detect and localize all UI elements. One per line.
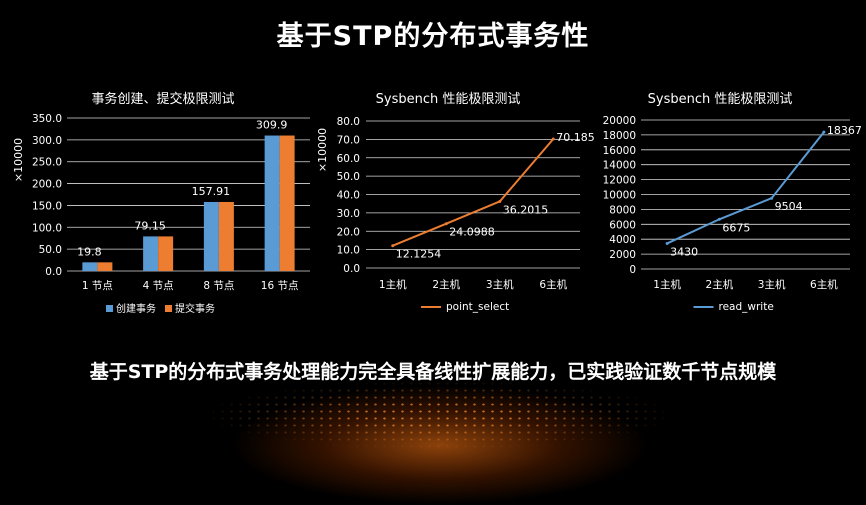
legend-label: 创建事务 — [116, 302, 156, 315]
x-tick-label: 6主机 — [810, 278, 838, 291]
y-tick-label: 20000 — [603, 115, 636, 127]
y-tick-label: 60.0 — [337, 153, 360, 165]
legend-label: read_write — [719, 301, 774, 313]
legend-swatch — [106, 305, 113, 312]
y-tick-label: 10.0 — [337, 245, 360, 257]
data-label: 24.0988 — [449, 226, 495, 239]
series-line — [392, 138, 555, 247]
y-tick-label: 200.0 — [32, 179, 62, 191]
chart-title: Sysbench 性能极限测试 — [648, 92, 793, 107]
y-tick-label: 40.0 — [337, 190, 360, 202]
x-tick-label: 1主机 — [379, 278, 407, 291]
y-tick-label: 150.0 — [32, 200, 62, 212]
y-axis-label: ×10000 — [12, 138, 25, 182]
y-tick-label: 350.0 — [32, 113, 62, 125]
series-line — [666, 131, 825, 245]
data-label: 12.1254 — [396, 248, 442, 261]
y-tick-label: 100.0 — [32, 222, 62, 234]
bar-create — [203, 201, 219, 271]
legend-swatch — [165, 305, 172, 312]
bar-create — [143, 236, 159, 271]
data-point — [444, 222, 448, 226]
y-tick-label: 50.0 — [39, 244, 62, 256]
x-tick-label: 2主机 — [432, 278, 460, 291]
y-tick-label: 10000 — [603, 190, 636, 202]
legend-label: point_select — [446, 301, 509, 313]
y-tick-label: 2000 — [609, 249, 636, 261]
legend-label: 提交事务 — [175, 302, 215, 315]
data-point — [551, 137, 555, 141]
data-point — [770, 196, 774, 200]
y-tick-label: 250.0 — [32, 157, 62, 169]
y-tick-label: 50.0 — [337, 171, 360, 183]
data-point — [391, 244, 395, 248]
y-tick-label: 12000 — [603, 175, 636, 187]
data-point — [717, 217, 721, 221]
y-tick-label: 300.0 — [32, 135, 62, 147]
y-tick-label: 16000 — [603, 145, 636, 157]
x-tick-label: 4 节点 — [143, 280, 174, 292]
data-label: 9504 — [775, 200, 803, 213]
page-title: 基于STP的分布式事务性 — [276, 21, 590, 52]
bar-commit — [279, 135, 295, 271]
data-label: 309.9 — [256, 119, 288, 132]
y-tick-label: 80.0 — [337, 116, 360, 128]
x-tick-label: 1 节点 — [82, 280, 113, 292]
x-tick-label: 1主机 — [653, 278, 681, 291]
y-tick-label: 20.0 — [337, 226, 360, 238]
y-tick-label: 8000 — [609, 204, 636, 216]
x-tick-label: 16 节点 — [261, 280, 299, 292]
y-axis-label: ×10000 — [316, 128, 329, 172]
bar-commit — [218, 201, 234, 271]
bar-create — [264, 135, 280, 271]
x-tick-label: 6主机 — [539, 278, 567, 291]
y-tick-label: 70.0 — [337, 134, 360, 146]
x-tick-label: 8 节点 — [203, 280, 234, 292]
x-tick-label: 3主机 — [486, 278, 514, 291]
data-point — [822, 130, 826, 134]
data-label: 36.2015 — [503, 203, 549, 216]
data-label: 18367 — [827, 124, 862, 137]
data-label: 157.91 — [192, 185, 231, 198]
y-tick-label: 0.0 — [45, 266, 62, 278]
background-particles — [200, 380, 680, 450]
data-point — [665, 241, 669, 245]
y-tick-label: 30.0 — [337, 208, 360, 220]
data-point — [498, 199, 502, 203]
data-label: 79.15 — [134, 219, 166, 232]
chart-title: 事务创建、提交极限测试 — [91, 91, 234, 107]
bar-commit — [97, 262, 113, 271]
y-tick-label: 18000 — [603, 130, 636, 142]
data-label: 6675 — [722, 221, 750, 234]
y-tick-label: 0.0 — [343, 263, 360, 275]
bar-commit — [158, 236, 174, 271]
charts-canvas: 事务创建、提交极限测试 ×10000 0.0 50.0 100.0 150.0 200.0 2… — [12, 91, 862, 315]
chart-title: Sysbench 性能极限测试 — [376, 92, 521, 107]
y-tick-label: 0 — [629, 264, 636, 276]
x-tick-label: 2主机 — [706, 278, 734, 291]
y-tick-label: 4000 — [609, 234, 636, 246]
y-tick-label: 14000 — [603, 160, 636, 172]
bar-create — [82, 262, 98, 271]
y-tick-label: 6000 — [609, 219, 636, 231]
page-subtitle: 基于STP的分布式事务处理能力完全具备线性扩展能力，已实践验证数千节点规模 — [89, 361, 777, 383]
x-tick-label: 3主机 — [758, 278, 786, 291]
data-label: 19.8 — [77, 245, 102, 258]
data-label: 3430 — [670, 245, 698, 258]
data-label: 70.185 — [556, 131, 595, 144]
